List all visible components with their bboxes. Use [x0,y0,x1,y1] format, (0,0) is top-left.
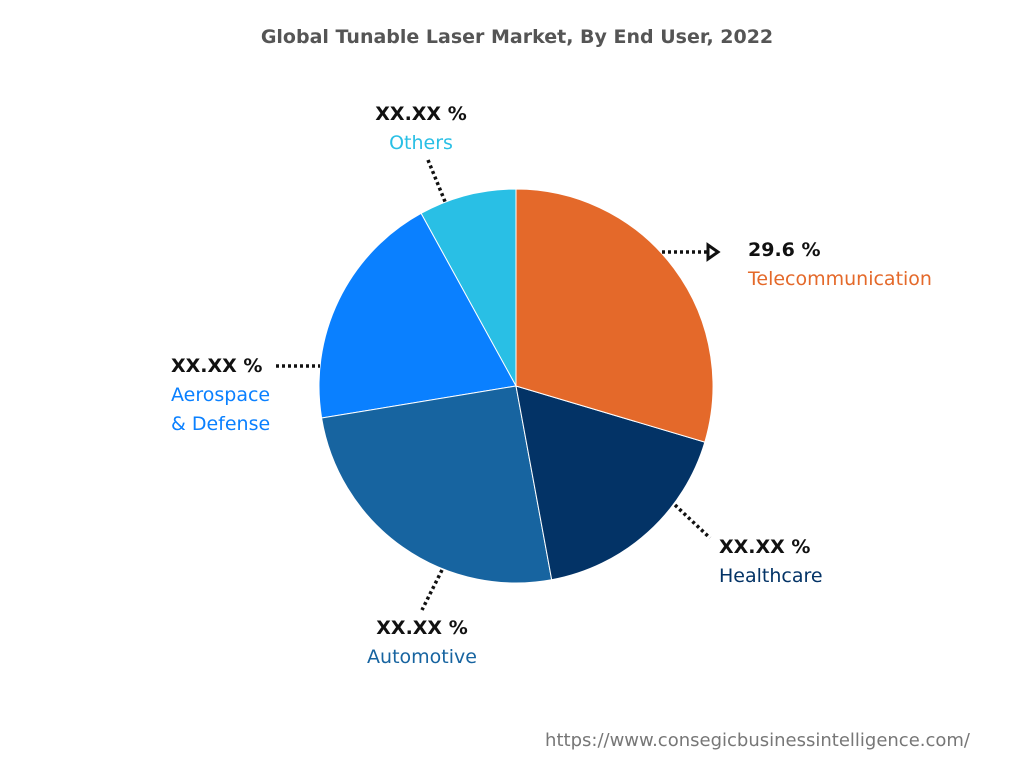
category-label-line2: & Defense [171,413,271,435]
category-label: Telecommunication [748,268,932,290]
label-healthcare: XX.XX % Healthcare [719,533,823,591]
category-label: Healthcare [719,565,823,587]
pie-slice-automotive [321,385,553,584]
pie-slice-aerospace-defense [318,212,517,419]
label-aerospace-defense: XX.XX % Aerospace & Defense [171,352,270,439]
label-telecommunication: 29.6 % Telecommunication [748,236,932,294]
label-automotive: XX.XX % Automotive [366,614,478,672]
pie-slice-others [420,188,517,387]
pie-slice-healthcare [515,385,706,581]
value-label: XX.XX % [719,536,811,558]
value-label: XX.XX % [376,617,468,639]
value-label: XX.XX % [171,355,263,377]
category-label: Automotive [367,646,477,668]
value-label: XX.XX % [375,103,467,125]
label-others: XX.XX % Others [366,100,476,158]
value-label: 29.6 % [748,239,821,261]
leader-telecom-arrow [706,242,721,262]
leader-automotive [420,569,444,611]
chart-title: Global Tunable Laser Market, By End User… [260,26,774,48]
category-label-line1: Aerospace [171,384,271,406]
category-label: Others [389,132,453,154]
source-url[interactable]: https://www.consegicbusinessintelligence… [545,730,970,751]
leader-healthcare [673,503,712,540]
leader-others [426,159,448,205]
pie-slice-telecommunication [515,188,714,443]
